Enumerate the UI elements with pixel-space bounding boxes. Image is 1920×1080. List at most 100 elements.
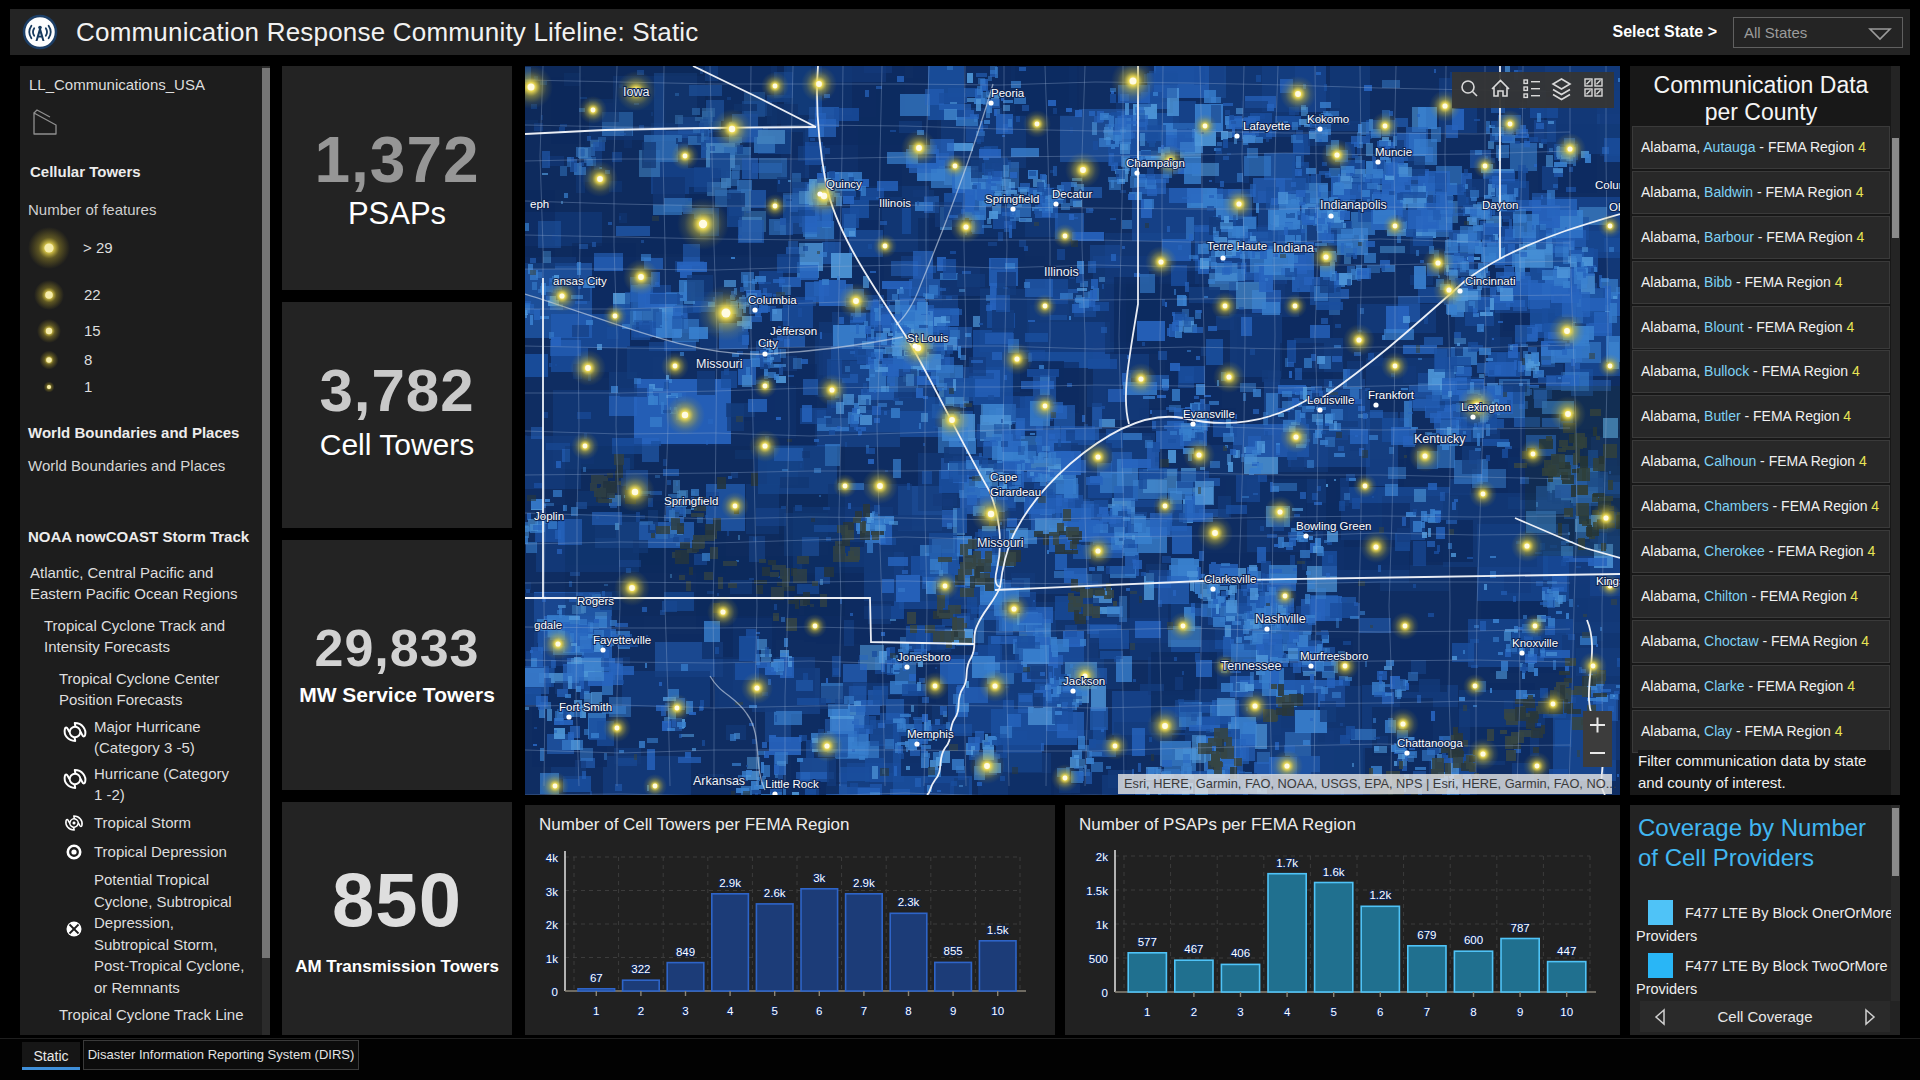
svg-text:Lafayette: Lafayette (1243, 120, 1290, 132)
svg-text:2.3k: 2.3k (898, 896, 920, 908)
svg-text:3: 3 (1237, 1006, 1243, 1018)
svg-text:Iowa: Iowa (623, 85, 649, 99)
svg-text:Jackson: Jackson (1063, 675, 1105, 687)
svg-text:3: 3 (682, 1005, 688, 1017)
svg-text:Illinois: Illinois (879, 197, 911, 209)
svg-text:Lexington: Lexington (1461, 401, 1511, 413)
svg-text:679: 679 (1417, 929, 1436, 941)
svg-text:10: 10 (1560, 1006, 1573, 1018)
svg-text:Evansville: Evansville (1183, 408, 1235, 420)
svg-text:Champaign: Champaign (1126, 157, 1185, 169)
svg-text:9: 9 (950, 1005, 956, 1017)
svg-text:Memphis: Memphis (907, 728, 954, 740)
svg-text:787: 787 (1511, 922, 1530, 934)
svg-text:2k: 2k (546, 919, 558, 931)
svg-text:Fayetteville: Fayetteville (593, 634, 651, 646)
svg-text:7: 7 (861, 1005, 867, 1017)
svg-text:Esri, HERE, Garmin, FAO, NOAA,: Esri, HERE, Garmin, FAO, NOAA, USGS, EPA… (1124, 776, 1616, 791)
svg-text:2: 2 (638, 1005, 644, 1017)
svg-text:Bowling Green: Bowling Green (1296, 520, 1371, 532)
svg-text:9: 9 (1517, 1006, 1523, 1018)
svg-text:Terre Haute: Terre Haute (1207, 240, 1267, 252)
svg-text:Little Rock: Little Rock (765, 778, 819, 790)
svg-text:447: 447 (1557, 945, 1576, 957)
svg-text:Tennessee: Tennessee (1221, 659, 1282, 673)
svg-text:322: 322 (631, 963, 650, 975)
svg-text:Frankfort: Frankfort (1368, 389, 1415, 401)
svg-text:Ohi: Ohi (1609, 201, 1620, 213)
svg-text:577: 577 (1138, 936, 1157, 948)
svg-text:6: 6 (816, 1005, 822, 1017)
svg-text:500: 500 (1089, 953, 1108, 965)
svg-text:1k: 1k (1096, 919, 1108, 931)
svg-text:Fort Smith: Fort Smith (559, 701, 612, 713)
svg-text:Kokomo: Kokomo (1307, 113, 1349, 125)
svg-text:8: 8 (905, 1005, 911, 1017)
svg-text:5: 5 (1330, 1006, 1336, 1018)
svg-text:Columbia: Columbia (748, 294, 797, 306)
svg-text:Decatur: Decatur (1052, 188, 1092, 200)
svg-text:Rogers: Rogers (577, 595, 614, 607)
svg-text:1k: 1k (546, 953, 558, 965)
svg-text:Murfreesboro: Murfreesboro (1300, 650, 1368, 662)
svg-text:Jonesboro: Jonesboro (897, 651, 951, 663)
svg-text:3k: 3k (546, 886, 558, 898)
svg-text:Louisville: Louisville (1307, 394, 1354, 406)
svg-text:2k: 2k (1096, 851, 1108, 863)
svg-text:gdale: gdale (534, 619, 562, 631)
svg-text:St Louis: St Louis (907, 332, 949, 344)
svg-text:ansas City: ansas City (553, 275, 607, 287)
svg-text:467: 467 (1184, 943, 1203, 955)
svg-text:Kingsp: Kingsp (1596, 575, 1620, 587)
svg-text:0: 0 (552, 986, 558, 998)
svg-text:Columbu: Columbu (1595, 179, 1620, 191)
svg-text:Muncie: Muncie (1375, 146, 1412, 158)
svg-text:Clarksville: Clarksville (1204, 573, 1256, 585)
svg-text:1: 1 (593, 1005, 599, 1017)
svg-text:8: 8 (1470, 1006, 1476, 1018)
svg-text:10: 10 (991, 1005, 1004, 1017)
svg-text:Peoria: Peoria (991, 87, 1025, 99)
svg-text:2: 2 (1191, 1006, 1197, 1018)
svg-text:Knoxville: Knoxville (1512, 637, 1558, 649)
svg-text:Cincinnati: Cincinnati (1465, 275, 1516, 287)
svg-text:406: 406 (1231, 947, 1250, 959)
svg-text:849: 849 (676, 946, 695, 958)
svg-text:3k: 3k (813, 872, 825, 884)
svg-text:1.6k: 1.6k (1323, 866, 1345, 878)
svg-text:855: 855 (944, 945, 963, 957)
svg-text:Cape: Cape (990, 471, 1018, 483)
svg-text:4: 4 (1284, 1006, 1291, 1018)
svg-text:Girardeau: Girardeau (990, 486, 1041, 498)
svg-text:6: 6 (1377, 1006, 1383, 1018)
svg-text:Indianapolis: Indianapolis (1320, 198, 1387, 212)
svg-text:4: 4 (727, 1005, 734, 1017)
svg-text:City: City (758, 337, 778, 349)
svg-text:2.9k: 2.9k (853, 877, 875, 889)
svg-text:1.5k: 1.5k (987, 924, 1009, 936)
svg-text:2.9k: 2.9k (719, 877, 741, 889)
svg-text:Kentucky: Kentucky (1414, 432, 1466, 446)
svg-text:Quincy: Quincy (826, 178, 862, 190)
svg-text:Dayton: Dayton (1482, 199, 1518, 211)
svg-text:Springfield: Springfield (985, 193, 1039, 205)
svg-text:Joplin: Joplin (534, 510, 564, 522)
svg-text:Illinois: Illinois (1044, 265, 1079, 279)
svg-text:Chattanooga: Chattanooga (1397, 737, 1463, 749)
svg-text:1.7k: 1.7k (1276, 857, 1298, 869)
svg-text:1.5k: 1.5k (1086, 885, 1108, 897)
svg-text:5: 5 (771, 1005, 777, 1017)
svg-text:4k: 4k (546, 852, 558, 864)
svg-text:Indiana: Indiana (1273, 241, 1314, 255)
svg-text:1: 1 (1144, 1006, 1150, 1018)
svg-text:1.2k: 1.2k (1369, 889, 1391, 901)
svg-text:Missouri: Missouri (696, 357, 743, 371)
svg-text:0: 0 (1102, 987, 1108, 999)
svg-text:Arkansas: Arkansas (693, 774, 745, 788)
svg-text:Missouri: Missouri (977, 536, 1024, 550)
svg-text:Jefferson: Jefferson (770, 325, 817, 337)
svg-text:Springfield: Springfield (664, 495, 718, 507)
svg-text:eph: eph (530, 198, 549, 210)
svg-text:Nashville: Nashville (1255, 612, 1306, 626)
svg-text:7: 7 (1424, 1006, 1430, 1018)
